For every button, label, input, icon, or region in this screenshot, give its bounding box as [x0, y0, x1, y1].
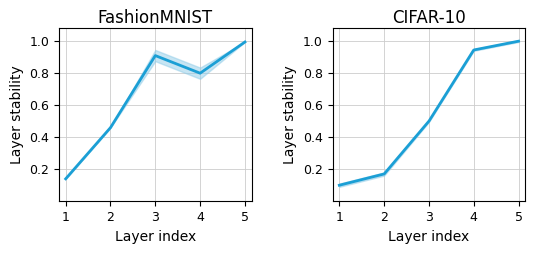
X-axis label: Layer index: Layer index [115, 230, 196, 244]
Title: FashionMNIST: FashionMNIST [98, 9, 213, 27]
Title: CIFAR-10: CIFAR-10 [392, 9, 466, 27]
Y-axis label: Layer stability: Layer stability [10, 66, 24, 164]
X-axis label: Layer index: Layer index [388, 230, 470, 244]
Y-axis label: Layer stability: Layer stability [284, 66, 297, 164]
